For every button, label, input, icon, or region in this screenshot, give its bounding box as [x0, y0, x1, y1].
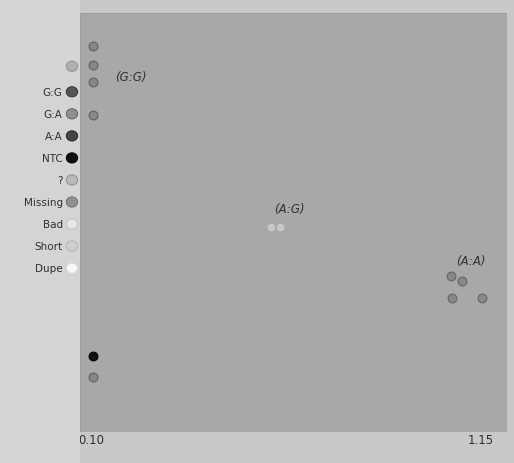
Point: [89, 79, 98, 87]
Point: [89, 374, 98, 381]
Text: G:G: G:G: [43, 88, 63, 98]
Text: NTC: NTC: [42, 154, 63, 163]
Text: (A:A): (A:A): [456, 255, 486, 268]
Text: A:A: A:A: [45, 131, 63, 142]
Text: Short: Short: [34, 242, 63, 251]
Point: [447, 273, 455, 281]
Point: [89, 352, 98, 360]
Text: (G:G): (G:G): [115, 71, 146, 84]
Point: [89, 43, 98, 50]
Point: [89, 112, 98, 119]
Text: ?: ?: [57, 175, 63, 186]
Text: G:A: G:A: [44, 110, 63, 119]
Point: [448, 294, 456, 302]
Point: [276, 224, 284, 232]
Point: [267, 224, 276, 232]
Text: (A:G): (A:G): [274, 203, 305, 216]
Text: Dupe: Dupe: [35, 263, 63, 274]
Point: [457, 277, 466, 285]
Text: Missing: Missing: [24, 198, 63, 207]
Text: Bad: Bad: [43, 219, 63, 230]
Point: [89, 62, 98, 69]
Point: [478, 294, 486, 302]
